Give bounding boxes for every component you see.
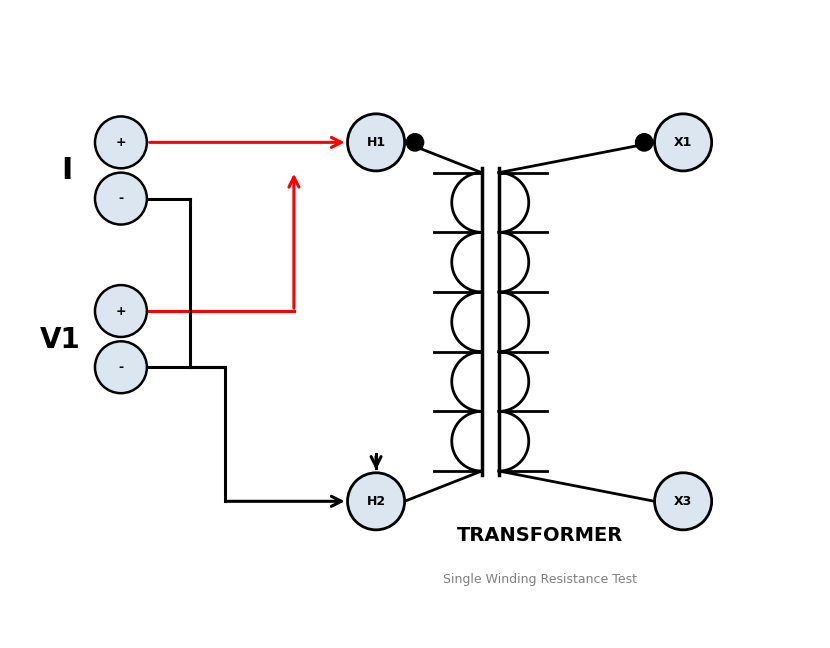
Text: X3: X3 xyxy=(674,495,692,508)
Text: H1: H1 xyxy=(367,136,386,149)
Circle shape xyxy=(655,114,711,171)
Circle shape xyxy=(407,133,423,151)
Text: Single Winding Resistance Test: Single Winding Resistance Test xyxy=(443,573,637,586)
Text: I: I xyxy=(61,156,72,185)
Text: -: - xyxy=(119,192,124,205)
Text: H2: H2 xyxy=(367,495,386,508)
Text: +: + xyxy=(115,136,126,149)
Circle shape xyxy=(95,172,147,225)
Text: TRANSFORMER: TRANSFORMER xyxy=(457,526,623,546)
Circle shape xyxy=(636,133,653,151)
Text: V1: V1 xyxy=(40,325,81,354)
Text: +: + xyxy=(115,305,126,318)
Text: X1: X1 xyxy=(674,136,692,149)
Circle shape xyxy=(348,114,404,171)
Circle shape xyxy=(95,117,147,168)
Text: -: - xyxy=(119,361,124,374)
Circle shape xyxy=(95,285,147,337)
Circle shape xyxy=(655,473,711,530)
Circle shape xyxy=(95,341,147,393)
Circle shape xyxy=(348,473,404,530)
